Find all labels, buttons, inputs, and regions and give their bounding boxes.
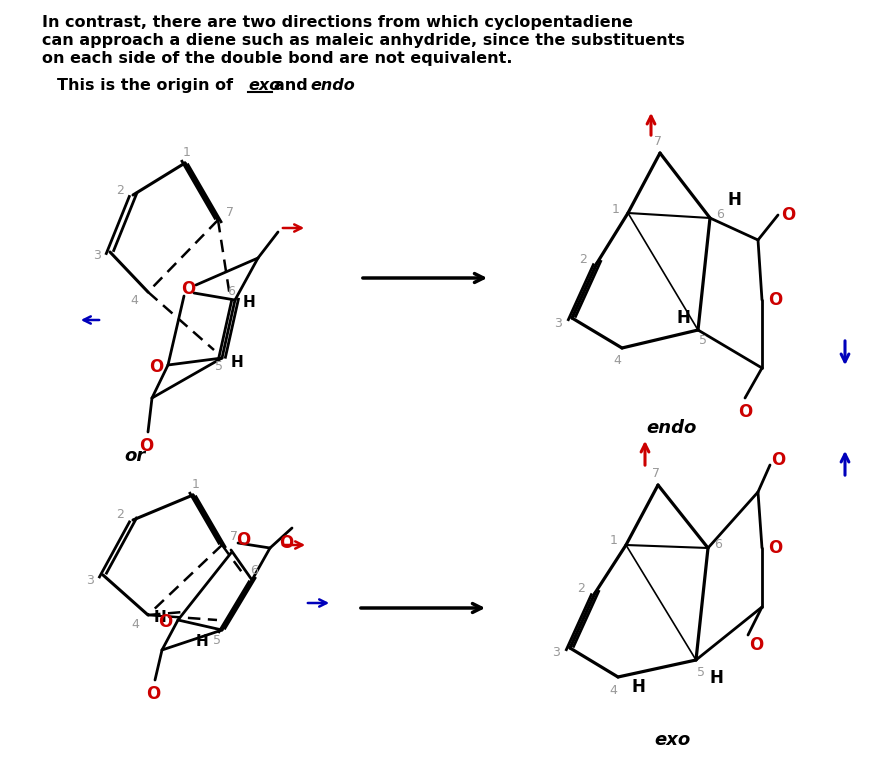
Text: O: O bbox=[149, 358, 163, 376]
Text: 2: 2 bbox=[116, 183, 124, 196]
Text: endo: endo bbox=[646, 419, 696, 437]
Text: 6: 6 bbox=[250, 564, 258, 577]
Text: 5: 5 bbox=[213, 633, 221, 646]
Text: This is the origin of: This is the origin of bbox=[57, 78, 239, 93]
Text: and: and bbox=[274, 78, 313, 93]
Text: H: H bbox=[675, 309, 689, 327]
Text: 6: 6 bbox=[713, 538, 721, 551]
Text: 5: 5 bbox=[696, 666, 704, 679]
Text: H: H bbox=[231, 354, 243, 370]
Text: O: O bbox=[748, 636, 762, 654]
Text: O: O bbox=[767, 539, 781, 557]
Text: exo: exo bbox=[653, 731, 689, 749]
Text: O: O bbox=[158, 613, 172, 631]
Text: H: H bbox=[153, 610, 166, 626]
Text: on each side of the double bond are not equivalent.: on each side of the double bond are not … bbox=[42, 51, 512, 66]
Text: 3: 3 bbox=[552, 646, 560, 659]
Text: H: H bbox=[631, 678, 645, 696]
Text: O: O bbox=[737, 403, 752, 421]
Text: O: O bbox=[181, 280, 195, 298]
Text: O: O bbox=[767, 291, 781, 309]
Text: H: H bbox=[726, 191, 740, 209]
Text: 6: 6 bbox=[716, 208, 724, 221]
Text: 1: 1 bbox=[192, 478, 200, 490]
Text: 3: 3 bbox=[553, 316, 561, 329]
Text: endo: endo bbox=[310, 78, 354, 93]
Text: 1: 1 bbox=[182, 145, 190, 158]
Text: 5: 5 bbox=[698, 334, 706, 347]
Text: 1: 1 bbox=[610, 535, 617, 548]
Text: 2: 2 bbox=[576, 582, 584, 595]
Text: H: H bbox=[196, 634, 208, 649]
Text: 4: 4 bbox=[612, 354, 620, 367]
Text: 3: 3 bbox=[93, 248, 101, 261]
Text: 6: 6 bbox=[227, 284, 235, 297]
Text: 1: 1 bbox=[611, 202, 619, 215]
Text: 2: 2 bbox=[579, 252, 586, 266]
Text: can approach a diene such as maleic anhydride, since the substituents: can approach a diene such as maleic anhy… bbox=[42, 33, 684, 48]
Text: 3: 3 bbox=[86, 574, 94, 587]
Text: 7: 7 bbox=[652, 467, 660, 480]
Text: exo: exo bbox=[247, 78, 280, 93]
Text: 4: 4 bbox=[131, 617, 139, 630]
Text: 7: 7 bbox=[653, 134, 661, 147]
Text: O: O bbox=[770, 451, 784, 469]
Text: H: H bbox=[709, 669, 722, 687]
Text: O: O bbox=[780, 206, 795, 224]
Text: 5: 5 bbox=[215, 360, 223, 373]
Text: In contrast, there are two directions from which cyclopentadiene: In contrast, there are two directions fr… bbox=[42, 15, 632, 30]
Text: 4: 4 bbox=[609, 684, 617, 697]
Text: 4: 4 bbox=[130, 293, 138, 306]
Text: O: O bbox=[236, 531, 250, 549]
Text: 7: 7 bbox=[225, 206, 234, 219]
Text: or: or bbox=[125, 447, 146, 465]
Text: O: O bbox=[139, 437, 153, 455]
Text: H: H bbox=[242, 294, 255, 309]
Text: 7: 7 bbox=[230, 529, 238, 542]
Text: O: O bbox=[146, 685, 160, 703]
Text: 2: 2 bbox=[116, 509, 124, 522]
Text: O: O bbox=[279, 534, 293, 552]
